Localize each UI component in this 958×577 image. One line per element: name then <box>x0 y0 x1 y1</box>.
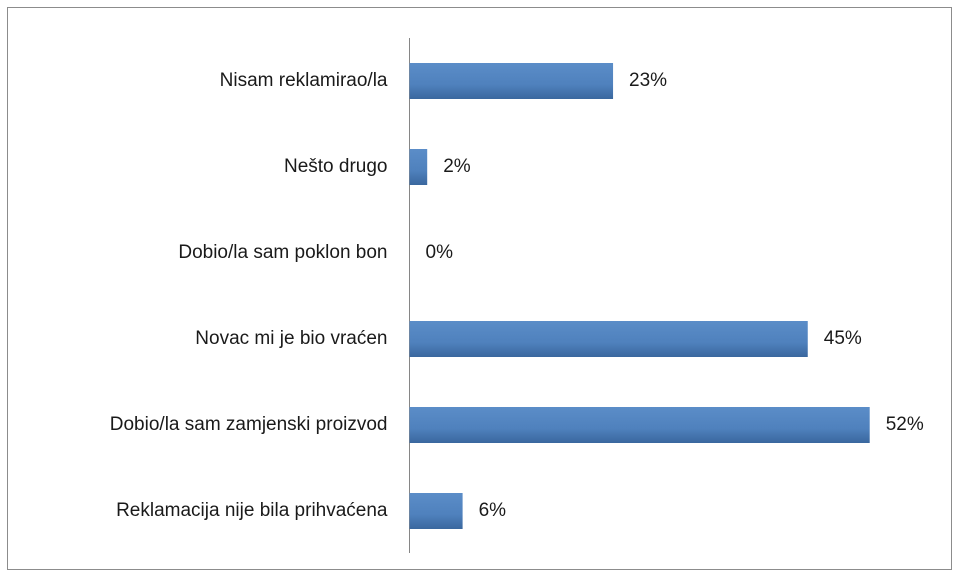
category-label: Novac mi je bio vraćen <box>195 328 387 349</box>
data-label: 0% <box>426 242 454 263</box>
category-label: Nisam reklamirao/la <box>220 70 388 91</box>
category-label: Dobio/la sam zamjenski proizvod <box>110 414 388 435</box>
bar <box>409 493 463 529</box>
bar <box>409 407 870 443</box>
bar <box>409 149 428 185</box>
data-label: 2% <box>443 156 471 177</box>
bar <box>409 321 808 357</box>
category-label: Nešto drugo <box>284 156 388 177</box>
category-label: Dobio/la sam poklon bon <box>178 242 387 263</box>
data-label: 52% <box>886 414 924 435</box>
data-label: 23% <box>629 70 667 91</box>
category-label: Reklamacija nije bila prihvaćena <box>116 500 388 521</box>
bar <box>409 63 614 99</box>
data-label: 45% <box>824 328 862 349</box>
chart-border <box>7 7 952 570</box>
data-label: 6% <box>479 500 507 521</box>
